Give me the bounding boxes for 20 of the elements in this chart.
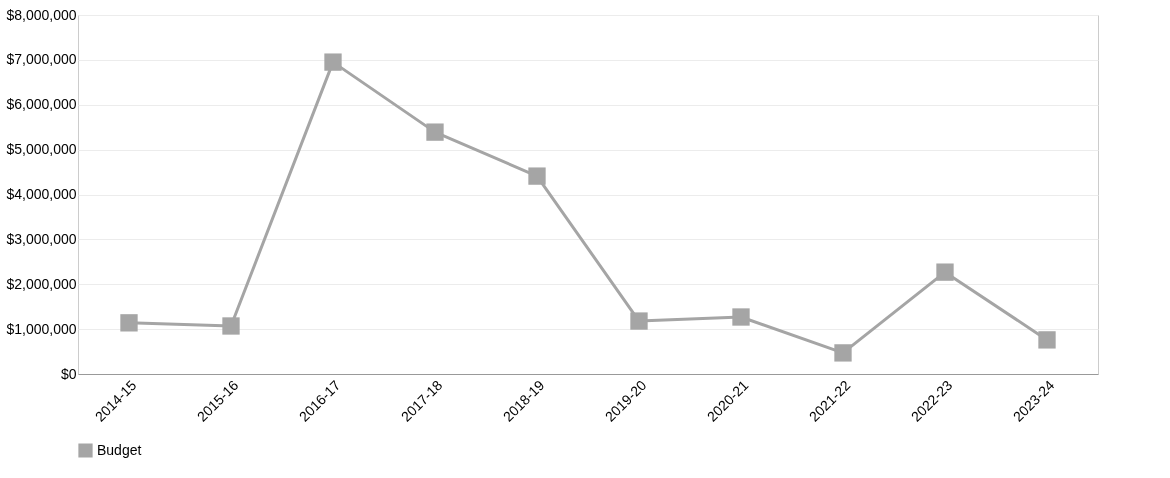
y-tick-label: $8,000,000 — [6, 6, 77, 23]
point — [222, 317, 240, 335]
point — [834, 344, 852, 362]
point — [936, 263, 954, 281]
y-tick-label: $7,000,000 — [6, 51, 77, 68]
point — [630, 312, 648, 330]
point — [528, 167, 546, 185]
y-tick-label: $5,000,000 — [6, 141, 77, 158]
point — [426, 123, 444, 141]
y-tick-label: $0 — [60, 365, 77, 382]
y-tick-label: $3,000,000 — [6, 230, 77, 247]
point — [324, 53, 342, 71]
point — [1038, 331, 1056, 349]
y-tick-label: $4,000,000 — [6, 186, 77, 202]
point — [120, 314, 138, 332]
point — [732, 308, 750, 326]
y-tick-label: $2,000,000 — [6, 275, 77, 292]
y-tick-label: $6,000,000 — [6, 96, 77, 113]
y-tick-label: $1,000,000 — [6, 320, 77, 337]
legend-label: Budget — [97, 441, 142, 458]
